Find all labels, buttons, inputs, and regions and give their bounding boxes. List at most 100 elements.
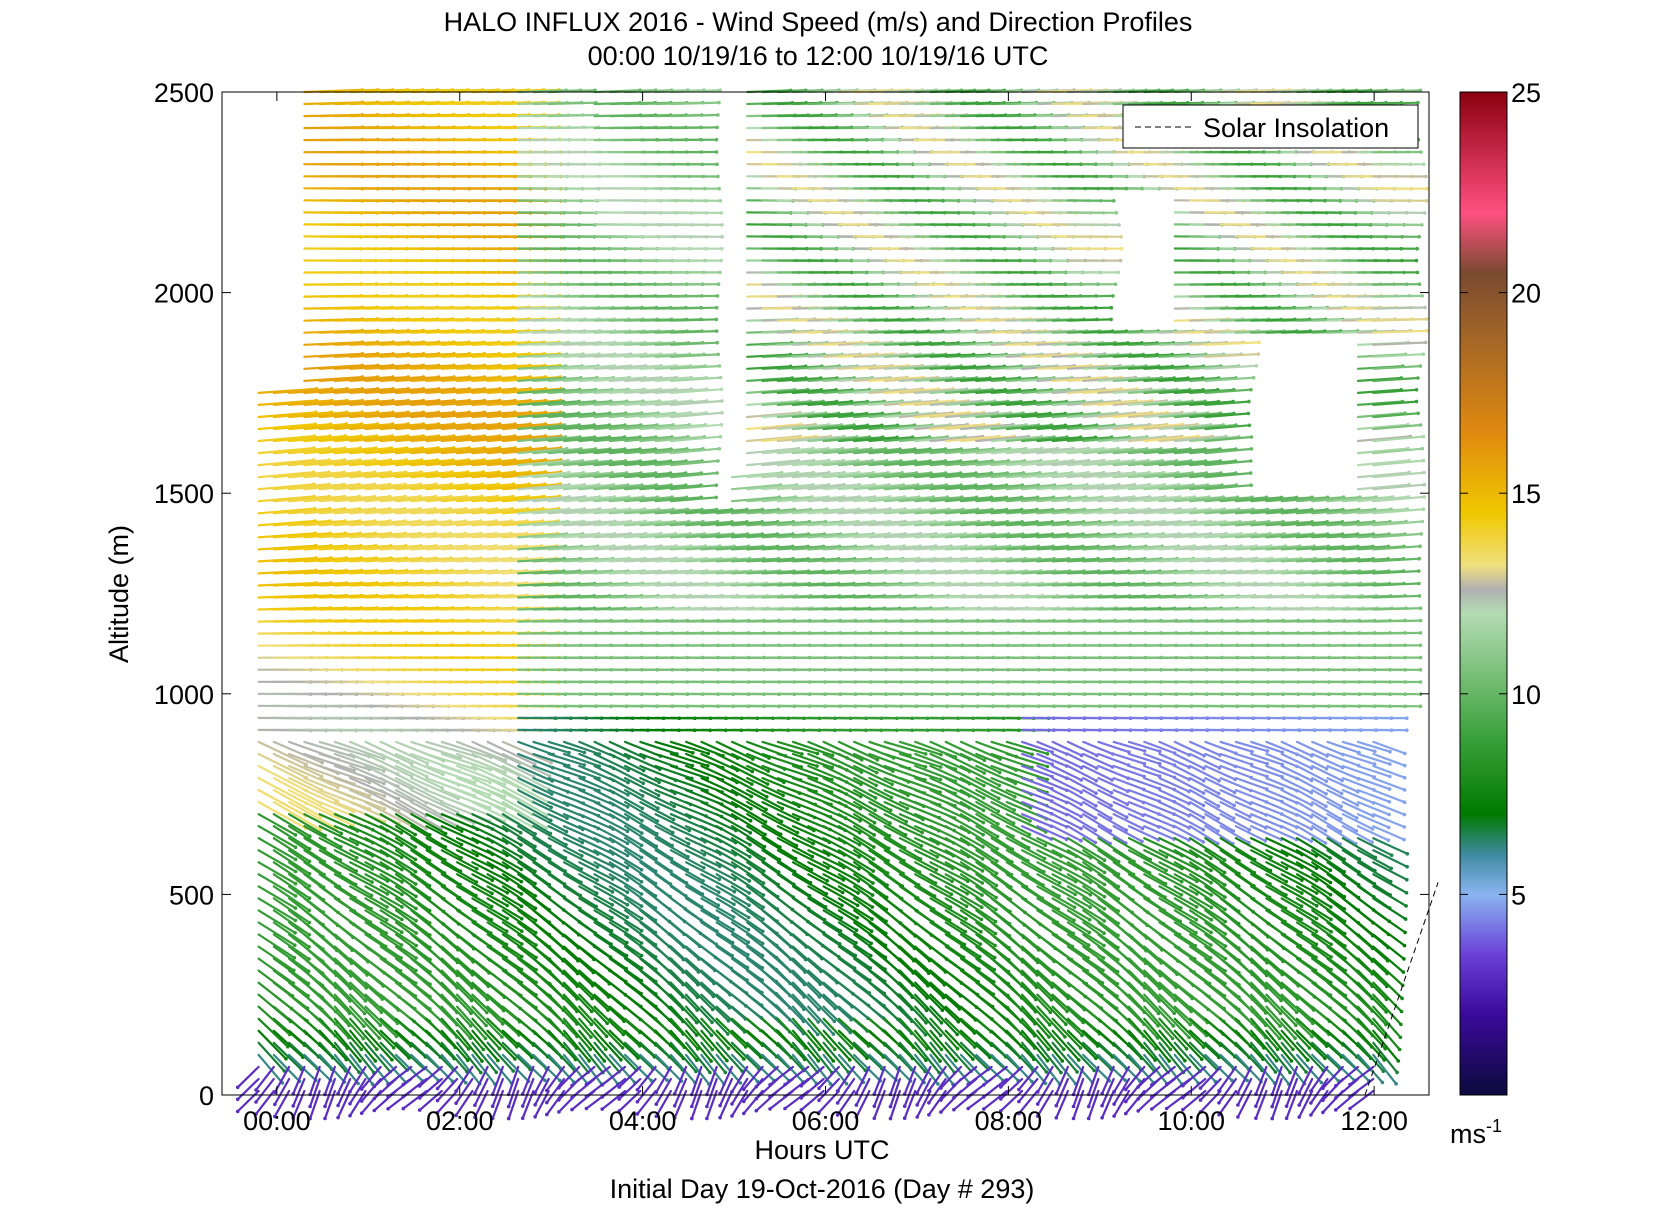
wind-vector-head — [715, 162, 719, 167]
wind-vector-head — [717, 186, 721, 191]
wind-vector-head — [717, 890, 721, 894]
wind-vector — [288, 507, 346, 515]
wind-vector — [318, 957, 352, 990]
wind-vector — [257, 776, 308, 805]
wind-vector-head — [625, 902, 630, 907]
wind-vector-head — [254, 1100, 258, 1104]
wind-vector-head — [356, 1081, 360, 1086]
wind-vector-head — [307, 920, 312, 925]
wind-vector-head — [293, 918, 298, 923]
wind-vector-head — [363, 999, 368, 1003]
wind-vector — [273, 1077, 291, 1106]
wind-vector — [272, 849, 311, 875]
wind-vector — [288, 837, 326, 863]
wind-vector-head — [715, 294, 720, 298]
wind-vector — [318, 813, 359, 833]
wind-vector-head — [336, 785, 340, 789]
wind-vector-head — [505, 903, 510, 908]
wind-vector — [272, 897, 311, 924]
wind-vector — [333, 1041, 361, 1074]
wind-vector-head — [367, 793, 372, 798]
wind-vector — [333, 1053, 360, 1085]
wind-vector-head — [414, 906, 418, 911]
wind-vector-head — [604, 1047, 608, 1051]
wind-vector — [318, 446, 377, 455]
wind-vector — [288, 519, 346, 527]
wind-vector-head — [307, 847, 312, 851]
wind-vector-head — [362, 1024, 366, 1028]
wind-vector-head — [710, 1020, 714, 1025]
wind-vector-head — [494, 1070, 499, 1075]
wind-vector — [272, 447, 331, 455]
wind-vector — [547, 199, 599, 202]
wind-vector — [318, 969, 351, 1003]
wind-vector — [333, 483, 391, 491]
wind-vector-head — [417, 1096, 422, 1100]
wind-vector-head — [746, 927, 751, 932]
wind-vector — [272, 837, 311, 863]
wind-vector-head — [307, 859, 312, 864]
wind-vector-head — [533, 1091, 537, 1095]
wind-vector-head — [714, 329, 719, 333]
wind-vector — [257, 1029, 288, 1060]
wind-vector — [318, 1041, 347, 1072]
wind-vector-head — [639, 904, 644, 908]
wind-vector — [303, 825, 342, 848]
wind-vector — [288, 435, 347, 443]
wind-vector-head — [413, 857, 418, 862]
wind-vector — [318, 981, 351, 1015]
wind-vector-head — [625, 915, 629, 919]
wind-vector — [254, 1077, 275, 1104]
wind-vector-head — [479, 1070, 483, 1075]
wind-vector — [257, 897, 297, 922]
wind-vector-head — [600, 1083, 604, 1087]
wind-vector — [288, 423, 348, 431]
wind-vector-head — [765, 782, 770, 786]
wind-vector — [303, 837, 342, 862]
wind-vector — [309, 1089, 321, 1120]
wind-vector-head — [746, 915, 751, 920]
wind-vector — [303, 1041, 333, 1071]
wind-vector-head — [336, 1115, 340, 1120]
wind-vector-head — [706, 764, 710, 768]
wind-vector-head — [641, 781, 645, 786]
wind-vector-head — [377, 1036, 382, 1040]
wind-vector — [272, 411, 333, 419]
wind-vector-head — [293, 943, 297, 947]
wind-vector-head — [714, 483, 719, 488]
wind-vector-head — [339, 831, 344, 836]
wind-vector — [318, 933, 353, 965]
wind-vector-head — [656, 806, 660, 810]
wind-vector — [333, 969, 367, 1002]
wind-vector — [318, 423, 379, 431]
wind-vector-head — [520, 942, 524, 946]
wind-vector-head — [254, 1112, 258, 1116]
wind-vector-head — [716, 174, 720, 179]
wind-vector-head — [400, 892, 404, 897]
wind-vector-head — [595, 878, 599, 882]
wind-vector-head — [625, 829, 630, 833]
wind-vector-head — [716, 282, 721, 287]
wind-vector-head — [490, 1092, 495, 1097]
wind-vector — [257, 399, 318, 406]
wind-vector-head — [730, 1090, 734, 1094]
wind-vector — [333, 507, 391, 515]
wind-vector-head — [549, 761, 553, 765]
wind-vector — [303, 519, 361, 527]
wind-vector-head — [747, 903, 751, 907]
wind-vector — [303, 752, 356, 772]
wind-vector-head — [359, 1099, 364, 1103]
wind-vector-head — [414, 943, 419, 948]
wind-vector-head — [715, 340, 719, 345]
wind-vector — [318, 849, 358, 873]
wind-vector-head — [718, 375, 723, 380]
wind-vector — [257, 1017, 289, 1048]
wind-vector-head — [748, 831, 753, 835]
wind-vector-head — [720, 235, 724, 239]
wind-vector — [303, 459, 361, 467]
wind-vector-head — [500, 1035, 504, 1039]
wind-vector-head — [726, 1032, 730, 1036]
wind-vector — [318, 837, 358, 859]
wind-vector-head — [369, 893, 374, 898]
